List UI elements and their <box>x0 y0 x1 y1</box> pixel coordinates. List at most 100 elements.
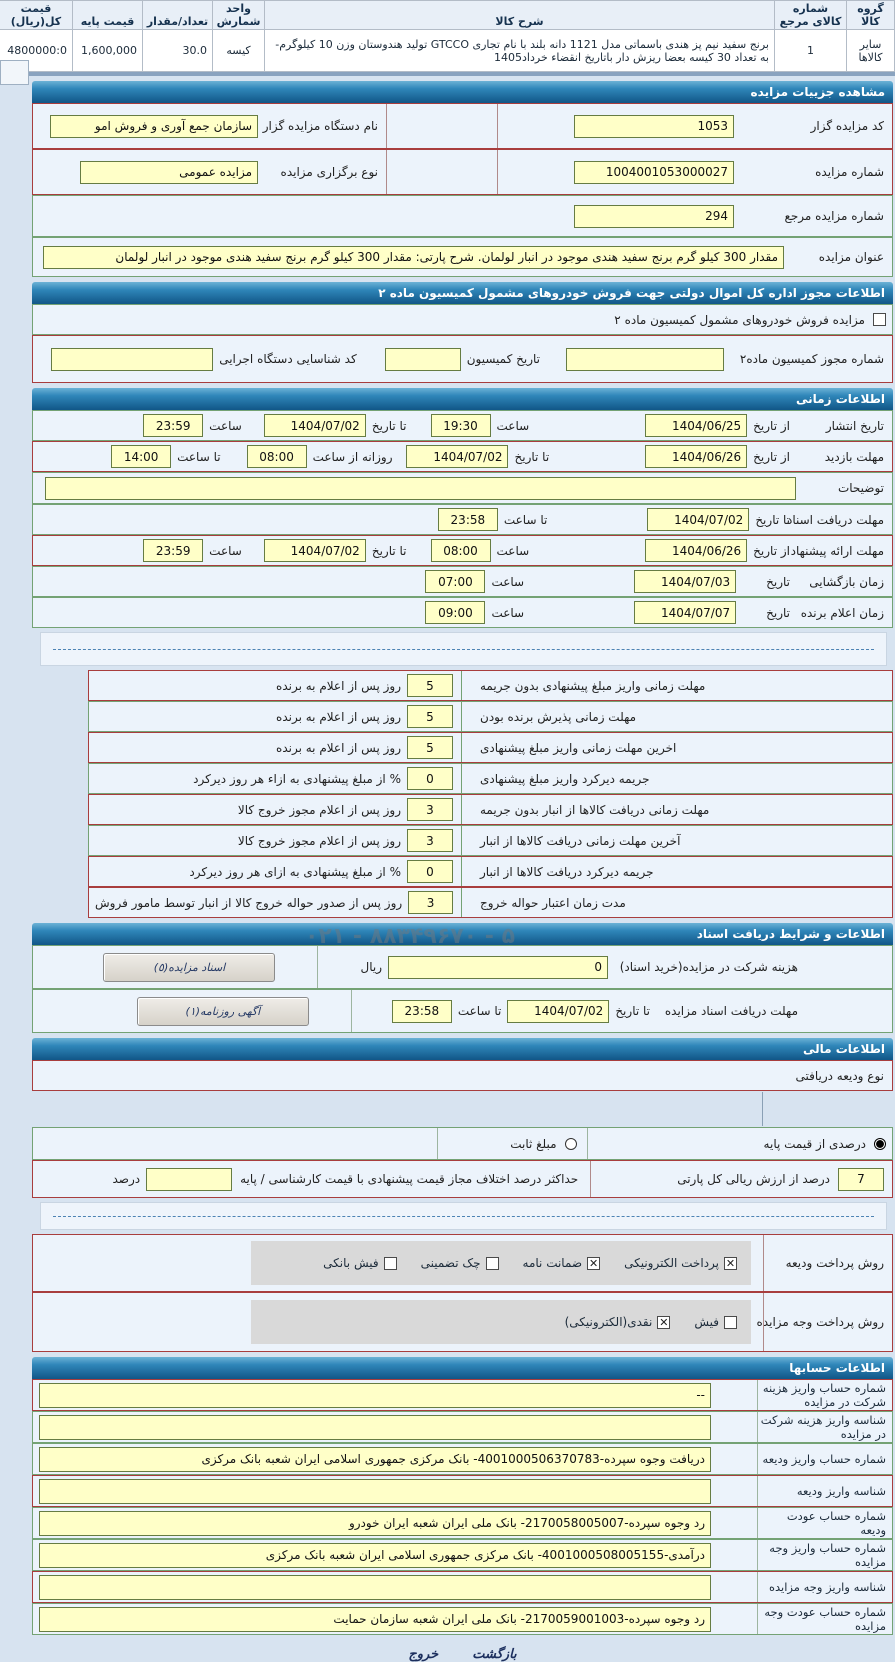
docs-receive-date-input[interactable]: 1404/07/02 <box>507 999 610 1023</box>
col-unit: واحد شمارش <box>212 0 265 30</box>
opening-date-input[interactable]: 1404/07/03 <box>634 570 737 593</box>
auction-docs-button[interactable]: اسناد مزایده(٥) <box>103 952 276 982</box>
row-penalty-3: جریمه دیرکرد واریز مبلغ پیشنهادی 0 % از … <box>88 763 893 794</box>
account-1-input[interactable] <box>39 1414 711 1440</box>
opening-hour-input[interactable]: 07:00 <box>425 570 486 593</box>
offer-hour-input[interactable]: 08:00 <box>430 539 491 562</box>
publish-hour-input[interactable]: 19:30 <box>430 414 491 437</box>
account-6-label: شناسه واریز وجه مزایده <box>757 1572 892 1602</box>
publish-from-date-input[interactable]: 1404/06/25 <box>645 414 748 437</box>
newspaper-ad-button[interactable]: آگهی روزنامه(١) <box>136 996 309 1026</box>
row-account-5: شماره حساب واریز وجه مزایده درآمدی-40010… <box>32 1539 893 1571</box>
winner-date-caption: تاریخ <box>766 605 790 620</box>
method-guarantee-letter[interactable]: ضمانت نامه <box>523 1256 601 1270</box>
publish-to-hour-caption: ساعت <box>209 418 242 433</box>
cell-total-price: 4800000:0 <box>0 29 73 72</box>
row-notes: توضیحات <box>32 472 893 504</box>
dashed-separator <box>40 632 887 666</box>
notes-input[interactable] <box>45 476 796 500</box>
account-0-input[interactable]: -- <box>39 1382 711 1408</box>
agency-id-input[interactable] <box>51 347 214 371</box>
method-electronic-payment[interactable]: پرداخت الکترونیکی <box>624 1256 737 1270</box>
row-penalty-4: مهلت زمانی دریافت کالاها از انبار بدون ج… <box>88 794 893 825</box>
penalty-1-input[interactable]: 5 <box>407 705 453 728</box>
auction-number-label: شماره مزایده <box>815 165 884 179</box>
radio-fixed-amount[interactable] <box>564 1137 577 1150</box>
penalty-5-input[interactable]: 3 <box>407 829 453 852</box>
col-base-price: قیمت پایه <box>72 0 143 30</box>
offer-to-date-input[interactable]: 1404/07/02 <box>263 539 366 562</box>
method-cash-electronic[interactable]: نقدی(الکترونیکی) <box>565 1315 671 1329</box>
row-deposit-type-radios: درصدی از قیمت پایه مبلغ ثابت <box>32 1127 893 1160</box>
radio-percent-of-base[interactable] <box>874 1137 886 1150</box>
method-slip[interactable]: فیش <box>694 1315 737 1329</box>
section-auction-details: مشاهده جزییات مزایده <box>32 81 893 103</box>
electronic-payment-label: پرداخت الکترونیکی <box>624 1256 719 1270</box>
col-ref: شماره کالای مرجع <box>774 0 847 30</box>
dashed-separator-2 <box>40 1202 887 1230</box>
account-6-input[interactable] <box>39 1574 711 1600</box>
account-3-input[interactable] <box>39 1478 711 1504</box>
certified-cheque-checkbox[interactable] <box>485 1256 499 1270</box>
visit-to-date-input[interactable]: 1404/07/02 <box>406 445 509 468</box>
penalty-2-input[interactable]: 5 <box>407 736 453 759</box>
offer-to-hour-input[interactable]: 23:59 <box>143 539 204 562</box>
auction-title-input[interactable]: مقدار 300 کیلو گرم برنج سفید هندی موجود … <box>43 245 784 269</box>
max-diff-input[interactable] <box>146 1167 233 1191</box>
reference-number-input[interactable]: 294 <box>574 204 734 228</box>
cash-electronic-checkbox[interactable] <box>657 1315 671 1329</box>
electronic-payment-checkbox[interactable] <box>724 1256 737 1270</box>
slip-checkbox[interactable] <box>724 1315 737 1329</box>
account-7-input[interactable]: رد وجوه سپرده-2170059001003- بانک ملی ای… <box>39 1606 711 1632</box>
penalty-3-input[interactable]: 0 <box>407 767 453 790</box>
commission-auction-checkbox[interactable] <box>873 313 886 326</box>
back-link[interactable]: بازگشت <box>472 1647 517 1662</box>
col-desc: شرح کالا <box>264 0 775 30</box>
publish-to-date-input[interactable]: 1404/07/02 <box>263 414 366 437</box>
penalty-6-input[interactable]: 0 <box>407 860 453 883</box>
penalty-7-suffix: روز پس از صدور حواله خروج کالا از انبار … <box>95 895 403 910</box>
col-total-price: قیمت کل(ریال) <box>0 0 73 30</box>
guarantee-letter-checkbox[interactable] <box>587 1256 601 1270</box>
offer-from-date-input[interactable]: 1404/06/26 <box>645 539 748 562</box>
account-4-input[interactable]: رد وجوه سپرده-2170058005007- بانک ملی ای… <box>39 1510 711 1536</box>
visit-until-hour-input[interactable]: 14:00 <box>111 445 172 468</box>
auction-number-input[interactable]: 1004001053000027 <box>574 160 734 184</box>
bank-slip-checkbox[interactable] <box>383 1256 397 1270</box>
payment-methods-panel: فیش نقدی(الکترونیکی) <box>251 1300 751 1344</box>
penalty-0-input[interactable]: 5 <box>407 674 453 697</box>
agency-name-input[interactable]: سازمان جمع آوری و فروش امو <box>50 114 258 138</box>
row-participation-fee: هزینه شرکت در مزایده(خرید اسناد) 0 ریال … <box>32 945 893 989</box>
auctioneer-code-label: کد مزایده گزار <box>810 119 884 133</box>
account-2-input[interactable]: دریافت وجوه سپرده-4001000506370783- بانک… <box>39 1446 711 1472</box>
visit-daily-from-input[interactable]: 08:00 <box>246 445 307 468</box>
row-spacer <box>32 1091 893 1127</box>
penalty-7-input[interactable]: 3 <box>408 891 453 914</box>
winner-date-input[interactable]: 1404/07/07 <box>634 601 737 624</box>
guarantee-letter-label: ضمانت نامه <box>522 1256 583 1270</box>
permit-number-input[interactable] <box>566 347 724 371</box>
row-deposit-payment-method: روش پرداخت ودیعه پرداخت الکترونیکی ضمانت… <box>32 1234 893 1292</box>
method-certified-cheque[interactable]: چک تضمینی <box>421 1256 499 1270</box>
reference-number-label: شماره مزایده مرجع <box>784 209 884 223</box>
docs-receive-hour-input[interactable]: 23:58 <box>391 999 452 1023</box>
penalty-3-label: جریمه دیرکرد واریز مبلغ پیشنهادی <box>480 771 650 786</box>
account-5-input[interactable]: درآمدی-4001000508005155- بانک مرکزی جمهو… <box>39 1542 711 1568</box>
docs-deadline-date-input[interactable]: 1404/07/02 <box>647 508 750 531</box>
participation-fee-input[interactable]: 0 <box>388 955 608 979</box>
visit-from-date-input[interactable]: 1404/06/26 <box>645 445 748 468</box>
deposit-percent-input[interactable]: 7 <box>838 1167 884 1191</box>
winner-hour-input[interactable]: 09:00 <box>425 601 486 624</box>
cell-unit: کیسه <box>212 29 265 72</box>
docs-deadline-hour-input[interactable]: 23:58 <box>437 508 498 531</box>
auction-type-input[interactable]: مزایده عمومی <box>80 160 258 184</box>
commission-date-input[interactable] <box>384 347 461 371</box>
docs-receive-deadline-label: مهلت دریافت اسناد مزایده <box>664 1004 798 1018</box>
auction-type-label: نوع برگزاری مزایده <box>280 165 378 179</box>
penalty-4-input[interactable]: 3 <box>407 798 453 821</box>
exit-link[interactable]: خروج <box>408 1647 439 1662</box>
notes-label: توضیحات <box>837 481 884 495</box>
method-bank-slip[interactable]: فیش بانکی <box>323 1256 397 1270</box>
auctioneer-code-input[interactable]: 1053 <box>574 114 734 138</box>
publish-to-hour-input[interactable]: 23:59 <box>143 414 204 437</box>
